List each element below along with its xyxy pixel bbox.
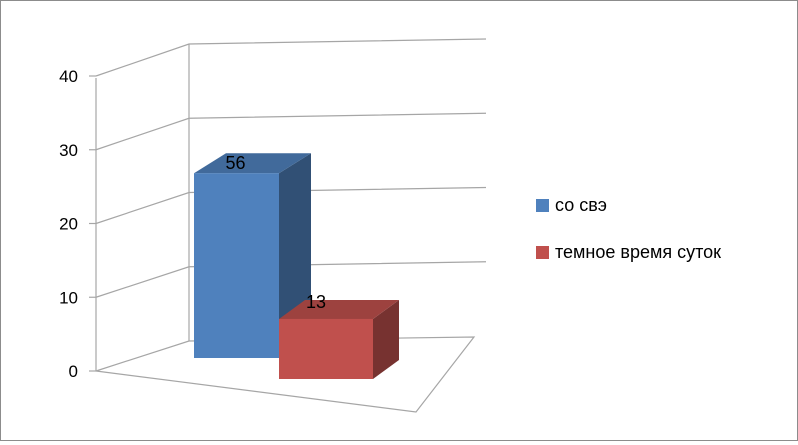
legend: со свэ темное время суток: [536, 195, 721, 262]
legend-label: со свэ: [555, 195, 607, 215]
y-tick-labels: 0 10 20 30 40: [59, 67, 78, 381]
y-tick-label: 20: [59, 215, 78, 234]
axes: [89, 44, 476, 413]
bar-front-face: [279, 318, 373, 379]
data-labels: 56 13: [225, 153, 326, 312]
legend-label: темное время суток: [555, 242, 721, 262]
y-tick-label: 0: [69, 362, 78, 381]
bars: [194, 153, 399, 379]
bar-top-face: [194, 153, 311, 174]
y-tick-label: 30: [59, 141, 78, 160]
gridline: [95, 38, 487, 77]
bar-side-face: [373, 299, 399, 379]
data-label: 56: [225, 153, 245, 173]
legend-item: со свэ: [536, 195, 607, 215]
data-label: 13: [306, 292, 326, 312]
y-tick-label: 10: [59, 288, 78, 307]
legend-swatch: [536, 246, 549, 259]
legend-swatch: [536, 199, 549, 212]
bar-top-face: [279, 299, 399, 319]
gridline: [95, 112, 487, 151]
bar-front-face: [194, 173, 279, 358]
y-tick-label: 40: [59, 67, 78, 86]
bar-2: [279, 299, 399, 379]
floor: [95, 336, 476, 413]
legend-item: темное время суток: [536, 242, 721, 262]
